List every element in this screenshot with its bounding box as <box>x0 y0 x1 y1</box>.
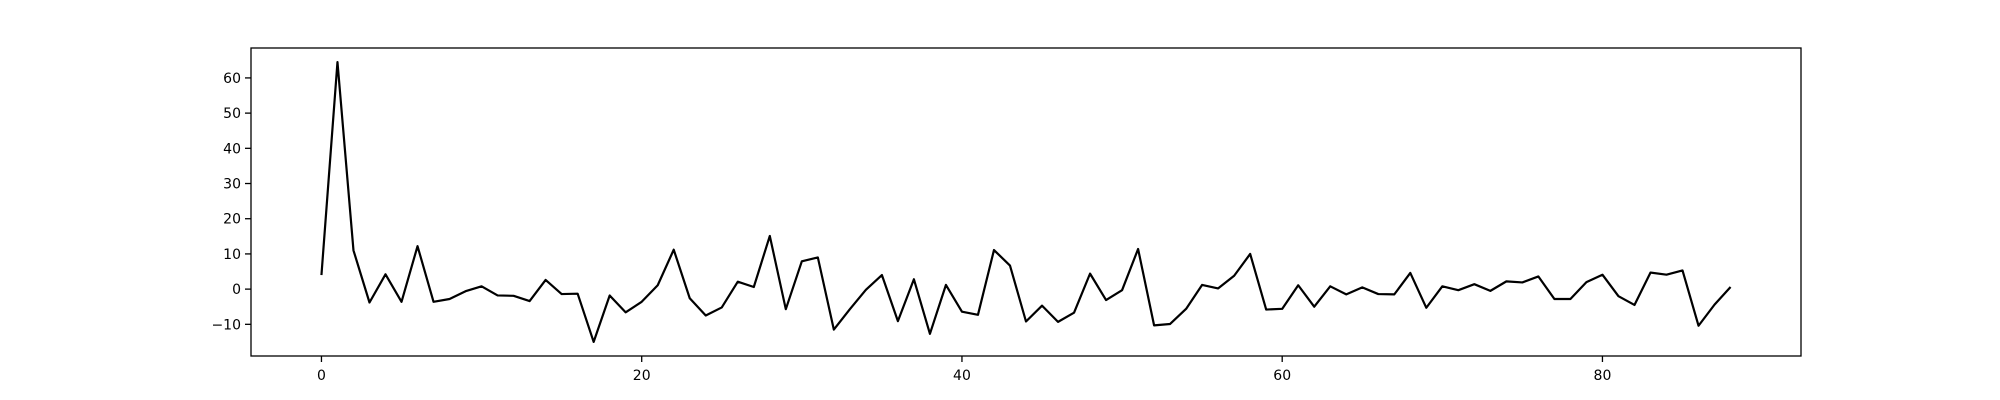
y-tick-label: −10 <box>211 317 241 333</box>
y-axis: −10 0 10 20 30 40 50 60 <box>211 71 251 333</box>
series-layer <box>320 60 1732 344</box>
y-tick-label: 0 <box>232 282 241 298</box>
y-tick-label: 20 <box>223 212 241 228</box>
x-tick-label: 80 <box>1594 368 1612 384</box>
plot-area-frame <box>250 47 1802 357</box>
x-tick-label: 40 <box>953 368 971 384</box>
y-tick-label: 50 <box>223 106 241 122</box>
x-tick-label: 20 <box>633 368 651 384</box>
x-axis: 0 20 40 60 80 <box>317 356 1611 384</box>
y-tick-label: 60 <box>223 71 241 87</box>
series-line <box>320 60 1732 344</box>
x-tick-label: 0 <box>317 368 326 384</box>
y-tick-label: 30 <box>223 177 241 193</box>
x-tick-label: 60 <box>1273 368 1291 384</box>
y-tick-label: 10 <box>223 247 241 263</box>
y-tick-label: 40 <box>223 141 241 157</box>
